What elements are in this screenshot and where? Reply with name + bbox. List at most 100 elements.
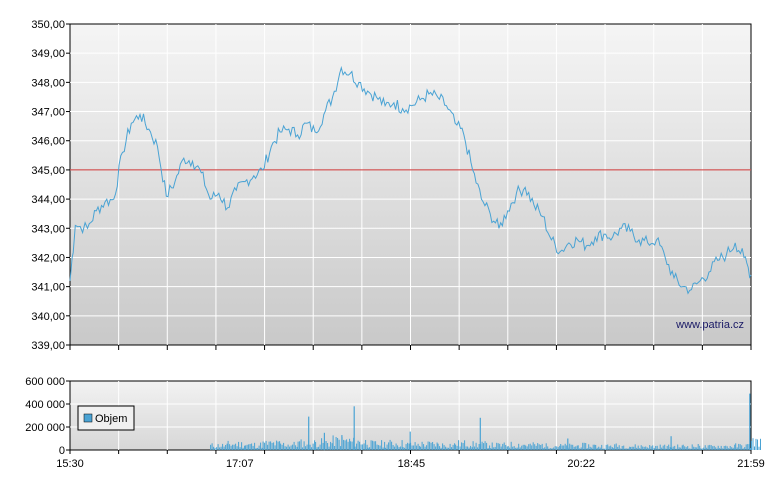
volume-bar — [599, 447, 601, 450]
volume-bar — [249, 444, 251, 450]
price-y-axis: 339,00 340,00 341,00 342,00 343,00 344,00 345,… — [31, 19, 70, 352]
volume-bar — [688, 448, 690, 450]
volume-bar — [286, 446, 288, 450]
volume-bar — [541, 443, 543, 450]
volume-bar — [292, 444, 294, 450]
volume-bar — [357, 440, 359, 450]
volume-bar — [528, 444, 530, 450]
volume-bar — [470, 445, 472, 450]
volume-bar — [458, 440, 460, 450]
volume-bar — [300, 439, 302, 450]
volume-bar — [696, 447, 698, 450]
volume-bar — [432, 442, 434, 450]
volume-bar — [459, 446, 461, 450]
volume-bar — [586, 448, 588, 450]
volume-bar — [332, 435, 334, 450]
volume-bar — [423, 444, 425, 450]
volume-bar — [592, 444, 594, 450]
volume-bar — [338, 439, 340, 450]
volume-bar — [564, 443, 566, 450]
volume-bar — [618, 445, 620, 450]
volume-bar — [369, 447, 371, 450]
volume-bar — [542, 448, 544, 450]
volume-bar — [707, 445, 709, 450]
volume-bar — [230, 445, 232, 450]
volume-bar — [583, 442, 585, 450]
volume-bar — [594, 444, 596, 450]
volume-bar — [295, 445, 297, 450]
volume-bar — [612, 447, 614, 450]
volume-bar — [629, 446, 631, 450]
volume-bar — [532, 442, 534, 450]
volume-bar — [216, 447, 218, 450]
volume-bar — [704, 445, 706, 450]
volume-bar — [449, 443, 451, 450]
volume-bar-spike — [341, 435, 343, 450]
volume-bar — [655, 446, 657, 450]
volume-bar — [261, 447, 263, 450]
volume-bar — [219, 447, 221, 450]
volume-bar — [314, 440, 316, 450]
volume-bar — [645, 446, 647, 450]
volume-bar-spike — [567, 438, 569, 450]
volume-bar — [524, 444, 526, 450]
volume-bar — [717, 445, 719, 450]
volume-bar — [327, 443, 329, 450]
volume-bar — [694, 447, 696, 450]
volume-bar — [429, 441, 431, 450]
volume-bar — [551, 448, 553, 450]
volume-bar — [554, 446, 556, 450]
volume-grid — [70, 381, 751, 450]
volume-bar — [500, 446, 502, 450]
volume-bar — [362, 444, 364, 450]
volume-bar — [465, 446, 467, 450]
volume-bar — [624, 448, 626, 450]
volume-bar — [289, 446, 291, 450]
volume-bar — [365, 440, 367, 450]
volume-bar — [627, 448, 629, 450]
volume-bar — [255, 448, 257, 450]
volume-bar — [257, 447, 259, 450]
volume-bar — [591, 447, 593, 450]
volume-bar — [220, 446, 222, 450]
volume-bar — [626, 448, 628, 450]
volume-bar — [440, 447, 442, 450]
volume-bar — [700, 448, 702, 450]
volume-bar — [499, 443, 501, 450]
volume-bar — [462, 443, 464, 450]
volume-bar — [248, 444, 250, 450]
volume-bar — [575, 446, 577, 450]
volume-bar — [478, 444, 480, 450]
volume-bar — [337, 438, 339, 450]
volume-bar — [531, 445, 533, 450]
volume-bar — [738, 443, 740, 450]
volume-bar — [484, 441, 486, 450]
volume-bar — [311, 447, 313, 450]
volume-bar — [486, 442, 488, 450]
volume-bar — [668, 444, 670, 450]
volume-bar — [572, 444, 574, 450]
volume-bar — [472, 441, 474, 450]
volume-bar — [515, 447, 517, 450]
volume-bar — [452, 444, 454, 450]
volume-bar — [744, 447, 746, 450]
volume-bar — [461, 442, 463, 450]
volume-bar — [608, 446, 610, 450]
volume-panel: 0 200 000 400 000 600 000 15:30 17:07 18:45 20… — [25, 376, 765, 470]
volume-legend: Objem — [77, 405, 135, 431]
legend-swatch — [83, 413, 93, 423]
volume-bar — [322, 442, 324, 450]
volume-bar — [684, 446, 686, 450]
volume-bar — [664, 444, 666, 450]
volume-bar — [537, 443, 539, 450]
volume-bar — [656, 445, 658, 450]
volume-bar — [226, 443, 228, 450]
volume-bar — [658, 448, 660, 450]
volume-bar — [318, 446, 320, 450]
volume-bar — [360, 444, 362, 450]
volume-bar — [419, 445, 421, 450]
volume-bar — [296, 446, 298, 450]
volume-bar — [596, 447, 598, 450]
price-x-axis-ticks — [69, 345, 752, 350]
